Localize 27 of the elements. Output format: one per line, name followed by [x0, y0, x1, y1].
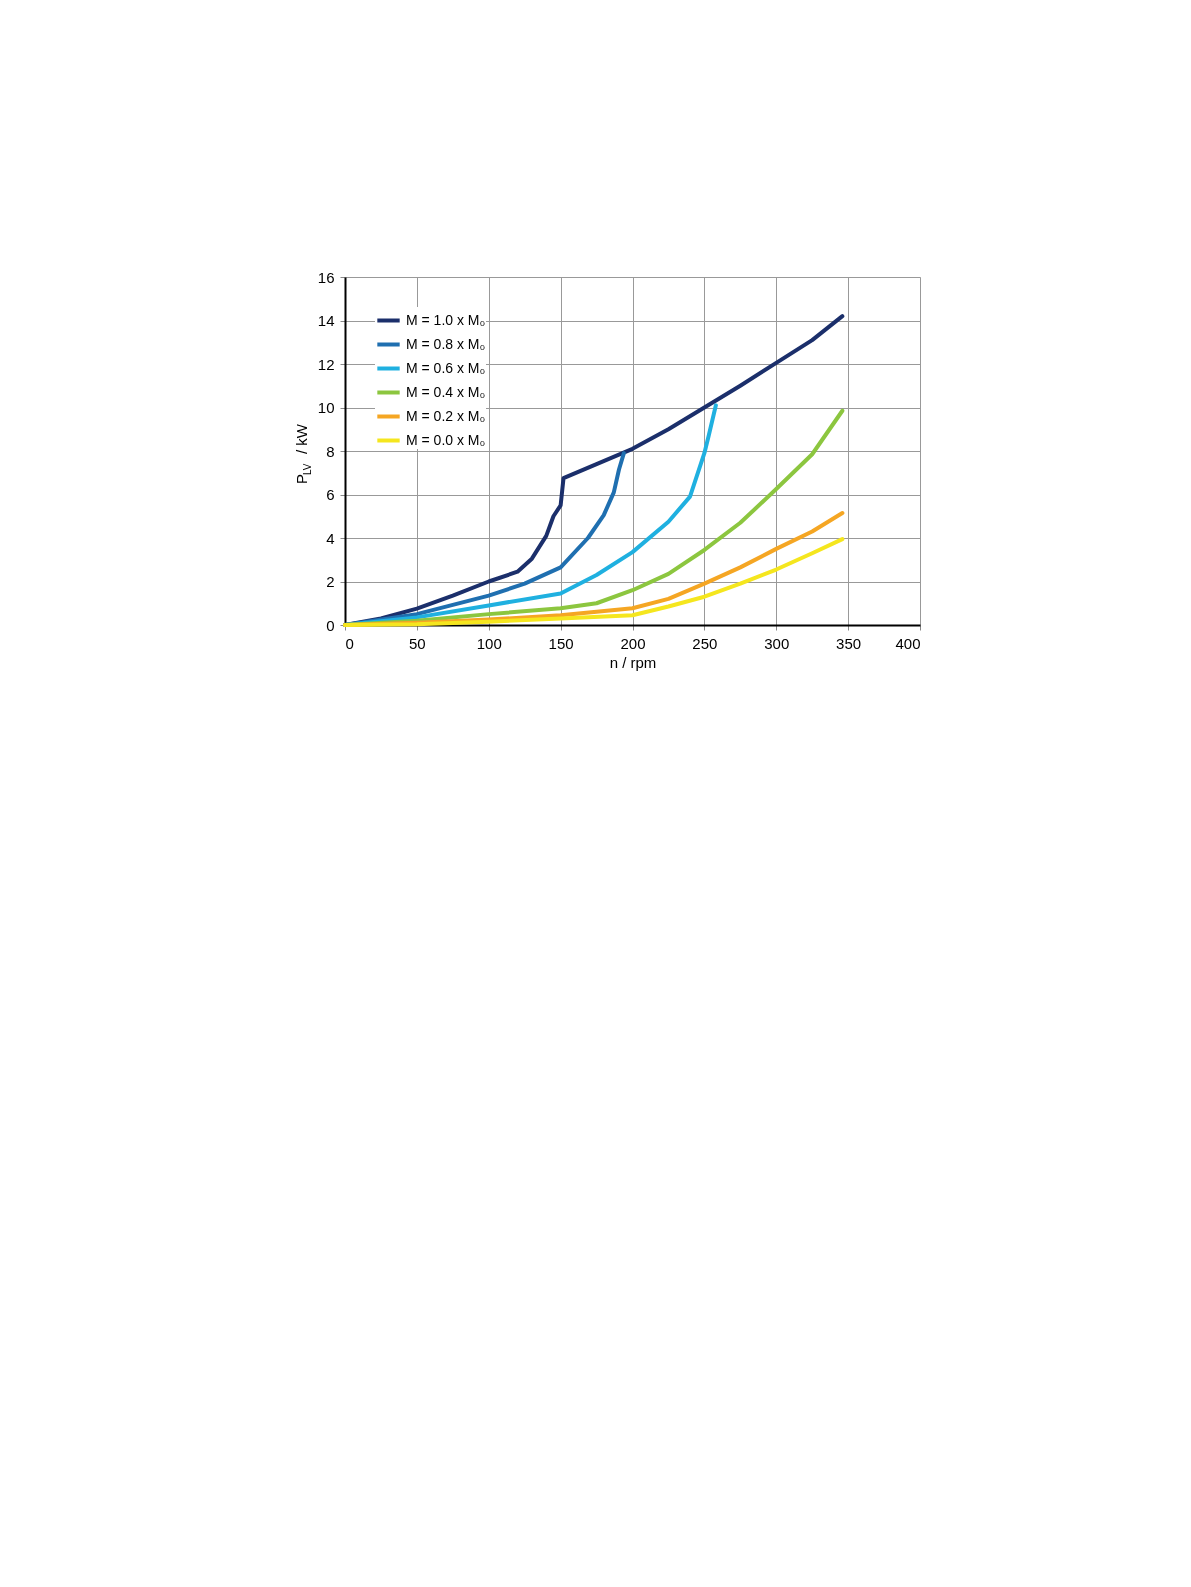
x-tick-label: 50: [409, 634, 426, 652]
x-axis-title: n / rpm: [609, 653, 657, 671]
legend-label: M = 0.0 x M₀: [406, 431, 486, 448]
x-tick-label: 0: [345, 634, 354, 652]
x-tick-label: 400: [895, 634, 921, 652]
y-tick-label: 16: [317, 268, 335, 286]
y-tick-label: 6: [326, 486, 335, 503]
y-tick-label: 4: [326, 529, 335, 547]
y-tick-label: 12: [317, 355, 335, 373]
legend-label: M = 0.2 x M₀: [406, 407, 486, 424]
x-tick-label: 300: [764, 634, 790, 652]
x-tick-label: 150: [548, 634, 574, 652]
line-series: [343, 537, 845, 627]
y-tick-label: 8: [326, 442, 335, 460]
legend-label: M = 0.6 x M₀: [406, 359, 486, 376]
x-tick-label: 250: [692, 634, 718, 652]
y-axis-title: PLV / kW: [293, 423, 313, 484]
legend-label: M = 1.0 x M₀: [406, 311, 486, 328]
y-tick-label: 2: [326, 573, 335, 590]
y-tick-label: 10: [317, 399, 335, 416]
y-tick-label: 14: [317, 312, 335, 329]
y-tick-label: 0: [326, 616, 335, 634]
x-tick-label: 200: [620, 634, 646, 652]
legend-label: M = 0.4 x M₀: [406, 383, 486, 400]
x-tick-label: 350: [836, 634, 862, 652]
x-tick-label: 100: [476, 634, 502, 652]
legend-label: M = 0.8 x M₀: [406, 335, 486, 352]
